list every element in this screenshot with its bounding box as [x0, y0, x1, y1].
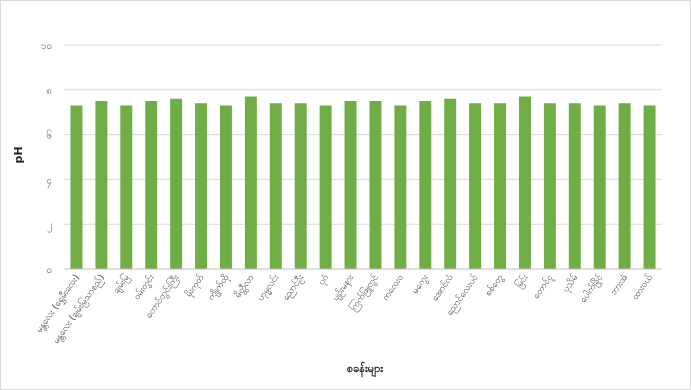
bar	[219, 105, 232, 269]
y-tick-label: ၄	[46, 175, 52, 188]
bar	[95, 101, 108, 269]
y-axis-title: pH	[12, 146, 25, 163]
x-axis-title: စခန်းများ	[347, 361, 384, 378]
bar	[145, 101, 158, 269]
bar	[294, 103, 307, 270]
bar	[543, 103, 556, 270]
y-tick-label: ၀	[46, 265, 52, 276]
x-tick-label: ဟုမ္မလင်း	[255, 272, 282, 304]
bar	[444, 98, 457, 269]
bar	[568, 103, 581, 270]
bar	[394, 105, 407, 269]
x-tick-label: စစ်တွေ	[483, 272, 507, 299]
bar	[593, 105, 606, 269]
x-tick-label: ပျဉ်းမနား	[330, 272, 357, 304]
bar	[269, 103, 282, 270]
grid-lines	[64, 44, 662, 225]
bar	[244, 96, 257, 270]
y-tick-label: ၁၀	[41, 41, 52, 52]
x-tick-label: ညောင်ဦး	[280, 272, 307, 303]
bar	[344, 101, 357, 269]
bar	[494, 103, 507, 270]
x-tick-label: ဘားအံ	[609, 273, 630, 298]
y-tick-label: ၂	[47, 220, 52, 233]
bars	[70, 96, 656, 270]
x-tick-label: ချမ်းမြ	[110, 272, 132, 296]
bar	[170, 98, 183, 269]
x-tick-label: ဝမ်းတွင်း	[131, 272, 158, 303]
y-tick-label: ၈	[46, 86, 52, 97]
x-tick-label: မကွေး	[410, 272, 432, 296]
x-axis-ticks: မန္တလေး (ရွှေမီးလေး)မန္တလေး (ချမ်းမြသာစည…	[34, 271, 656, 346]
bar	[120, 105, 133, 269]
y-tick-label: ၆	[46, 129, 52, 142]
bar	[469, 103, 482, 270]
bar	[70, 105, 83, 269]
bar	[643, 105, 656, 269]
x-tick-label: မြင်း	[513, 271, 532, 290]
bar	[419, 101, 432, 269]
bar	[195, 103, 208, 270]
x-tick-label: တောင်ငူ	[531, 272, 557, 301]
x-tick-label: ပုသိမ်	[560, 272, 581, 295]
bar	[369, 101, 382, 269]
x-tick-label: ပုဂံ	[317, 273, 332, 288]
x-tick-label: မန္တလေး (ရွှေမီးလေး)	[34, 272, 83, 335]
bar	[618, 103, 631, 270]
y-axis-ticks: ၀ ၂ ၄ ၆ ၈ ၁၀	[41, 41, 53, 276]
bar	[319, 105, 332, 269]
bar	[518, 96, 531, 270]
x-tick-label: မိုးကုတ်	[183, 272, 207, 300]
x-tick-label: မိတ္ထီလာ	[232, 272, 257, 300]
x-tick-label: ထားဝယ်	[630, 272, 656, 302]
x-tick-label: အောင်လံ	[429, 272, 455, 303]
x-tick-label: ပေါက်ခြိုင်	[577, 271, 606, 305]
x-tick-label: ကျိုက်ထို	[206, 272, 233, 303]
x-tick-label: ကလေးဝ	[381, 273, 406, 303]
